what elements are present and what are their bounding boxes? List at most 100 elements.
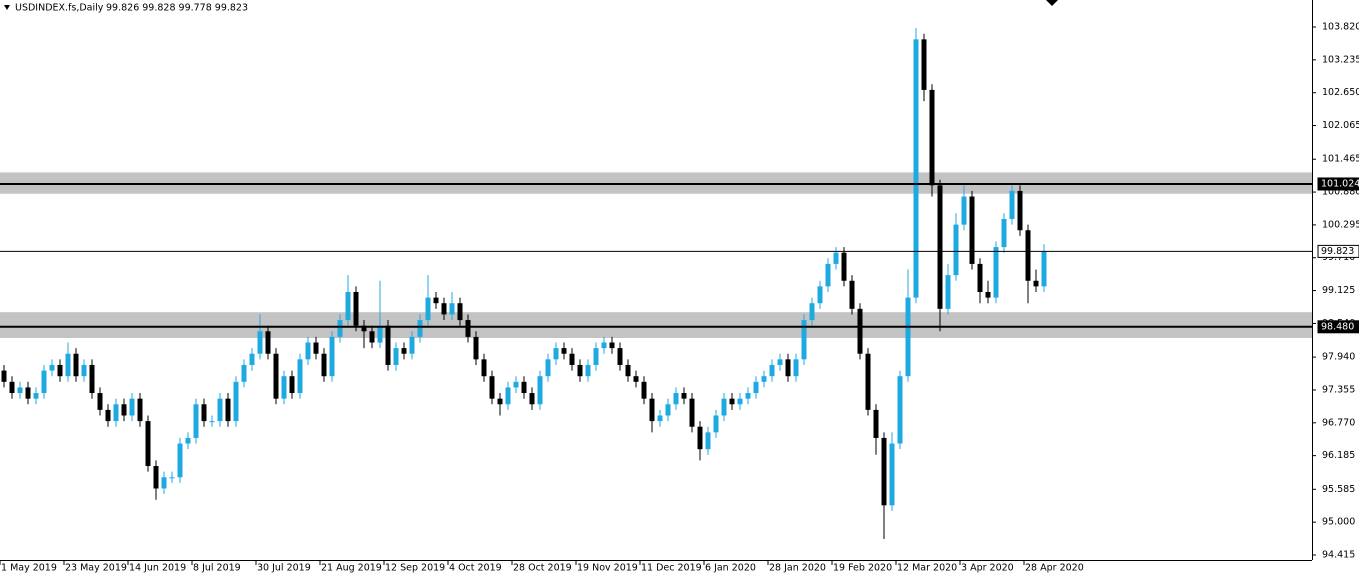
candle-body: [97, 393, 103, 410]
y-tick-label: 96.185: [1322, 450, 1355, 461]
candle-body: [289, 376, 295, 394]
candle-body: [25, 387, 31, 399]
x-tick-label: 12 Sep 2019: [385, 563, 445, 574]
candle-body: [601, 342, 607, 349]
candle-body: [457, 303, 463, 321]
candle-body: [665, 404, 671, 416]
candle-body: [593, 348, 599, 365]
menu-arrow[interactable]: [4, 5, 10, 10]
y-tick-label: 94.415: [1322, 550, 1355, 561]
candle-body: [113, 404, 119, 422]
candle-body: [729, 398, 735, 405]
candle-body: [553, 348, 559, 360]
candle-body: [921, 39, 927, 90]
candle-body: [905, 297, 911, 377]
candle-body: [873, 409, 879, 438]
candle-body: [793, 359, 799, 377]
candle-body: [673, 393, 679, 405]
candle-body: [953, 224, 959, 276]
candle-body: [497, 398, 503, 405]
y-tick-label: 97.940: [1322, 352, 1355, 363]
candle-body: [929, 89, 935, 186]
candle-body: [489, 376, 495, 399]
candle-body: [33, 393, 39, 399]
candle-body: [81, 364, 87, 377]
x-tick-label: 14 Jun 2019: [129, 563, 186, 574]
candle-body: [881, 437, 887, 506]
candle-body: [777, 359, 783, 365]
candle-body: [545, 359, 551, 377]
candle-body: [305, 342, 311, 360]
candle-body: [753, 381, 759, 394]
candle-body: [129, 398, 135, 416]
candle-body: [401, 348, 407, 354]
x-tick-label: 12 Mar 2020: [897, 563, 957, 574]
candle-body: [705, 432, 711, 450]
candle-body: [889, 443, 895, 506]
x-tick-label: 11 Dec 2019: [641, 563, 702, 574]
y-tick-label: 95.000: [1322, 517, 1355, 528]
candle-body: [969, 196, 975, 264]
x-tick-label: 19 Feb 2020: [833, 563, 892, 574]
candle-body: [1, 370, 7, 382]
price-label: 99.823: [1321, 246, 1354, 257]
candle-body: [681, 393, 687, 399]
shift-marker[interactable]: [1046, 0, 1058, 6]
candle-body: [329, 336, 335, 377]
candle-body: [385, 325, 391, 365]
x-tick-label: 28 Apr 2020: [1025, 563, 1084, 574]
candle-body: [441, 303, 447, 315]
candle-body: [505, 387, 511, 405]
candle-body: [377, 325, 383, 343]
candle-body: [809, 303, 815, 321]
candle-body: [185, 437, 191, 444]
candle-body: [297, 359, 303, 394]
candle-body: [1017, 190, 1023, 231]
y-tick-label: 96.770: [1322, 417, 1355, 428]
candle-body: [761, 376, 767, 382]
candle-body: [41, 370, 47, 394]
candle-body: [321, 353, 327, 377]
price-label-box: [1317, 244, 1359, 258]
candle-body: [561, 348, 567, 354]
candle-body: [361, 325, 367, 332]
candle-body: [481, 359, 487, 377]
support-resistance-zone: [0, 312, 1312, 339]
y-tick-label: 103.820: [1322, 22, 1359, 33]
y-tick-label: 102.065: [1322, 120, 1359, 131]
candle-body: [697, 426, 703, 450]
candle-body: [833, 252, 839, 264]
candle-body: [345, 291, 351, 321]
x-tick-label: 23 May 2019: [65, 563, 127, 574]
candle-body: [801, 320, 807, 360]
candle-body: [609, 342, 615, 349]
candle-body: [257, 331, 263, 354]
candle-body: [201, 404, 207, 422]
candle-body: [241, 364, 247, 382]
candle-body: [73, 353, 79, 377]
candle-body: [513, 381, 519, 388]
candle-body: [865, 353, 871, 410]
candle-body: [537, 376, 543, 405]
y-tick-label: 100.295: [1322, 219, 1359, 230]
candle-body: [217, 398, 223, 422]
x-tick-label: 19 Nov 2019: [577, 563, 638, 574]
x-tick-label: 28 Oct 2019: [513, 563, 572, 574]
candle-body: [961, 196, 967, 225]
candle-body: [1025, 230, 1031, 281]
candle-body: [89, 364, 95, 394]
candle-body: [353, 291, 359, 326]
candle-body: [817, 286, 823, 304]
price-label: 101.024: [1321, 178, 1359, 189]
price-label-box: [1317, 320, 1359, 334]
candle-body: [193, 404, 199, 438]
x-tick-label: 21 Aug 2019: [321, 563, 382, 574]
candle-body: [649, 398, 655, 422]
candle-body: [529, 393, 535, 405]
candle-body: [425, 297, 431, 321]
candle-body: [769, 364, 775, 377]
x-tick-label: 8 Jul 2019: [193, 563, 241, 574]
candle-body: [161, 477, 167, 489]
